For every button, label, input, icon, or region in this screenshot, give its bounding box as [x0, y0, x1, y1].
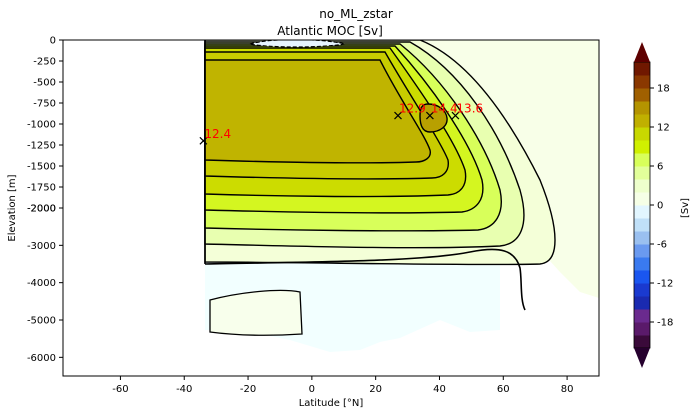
x-axis: -60 -40 -20 0 20 40 60 80: [112, 376, 573, 395]
x-tick-label: 80: [561, 384, 574, 395]
y-tick-label: -6000: [27, 353, 56, 364]
contour-band-12: [204, 59, 431, 164]
y-tick-label: -1750: [27, 183, 56, 194]
y-axis: 0-250-500-750-1000-1250-1500-1750-2000-2…: [27, 36, 63, 364]
x-axis-label: Latitude [°N]: [299, 398, 364, 409]
colorbar-tick-label: -18: [657, 318, 673, 329]
colorbar-ticks: 18 12 6 0 -6 -12 -18: [650, 84, 673, 329]
colorbar-tick-label: 12: [657, 123, 670, 134]
contour-core-14: [419, 103, 448, 133]
annotation-markers: 12.4 12.9 14.413.6: [199, 102, 483, 145]
colorbar-band: [634, 153, 650, 167]
colorbar-band: [634, 231, 650, 245]
max-marker: [394, 111, 402, 120]
max-value-label: 14.4: [431, 102, 458, 116]
colorbar-over-triangle: [634, 42, 650, 62]
colorbar-band: [634, 257, 650, 271]
colorbar-label: [Sv]: [680, 198, 691, 218]
colorbar-band: [634, 75, 650, 89]
colorbar-bands: [633, 61, 651, 349]
colorbar-tick-label: 0: [657, 201, 663, 212]
max-marker: [425, 111, 434, 120]
x-tick-label: 20: [369, 384, 382, 395]
colorbar-band: [634, 166, 650, 180]
colorbar-band: [634, 309, 650, 323]
chart-title: Atlantic MOC [Sv]: [277, 24, 383, 38]
y-tick-label: -4000: [27, 278, 56, 289]
colorbar-band: [634, 114, 650, 128]
colorbar-band: [634, 88, 650, 102]
colorbar-tick-label: 18: [657, 84, 670, 95]
max-value-label: 12.9: [399, 102, 426, 116]
abyssal-positive-fill: [209, 289, 303, 336]
y-tick-label: -2000: [27, 204, 56, 215]
x-tick-label: -20: [240, 384, 256, 395]
figure-title: no_ML_zstar: [319, 7, 393, 21]
colorbar-band: [634, 283, 650, 297]
x-tick-label: 60: [497, 384, 510, 395]
max-marker: [451, 111, 460, 120]
colorbar-band: [634, 322, 650, 336]
y-axis-label: Elevation [m]: [7, 174, 18, 241]
max-value-label: 12.4: [204, 127, 231, 141]
y-tick-label: -1500: [27, 162, 56, 173]
colorbar-band: [634, 205, 650, 219]
colorbar-band: [634, 127, 650, 141]
y-tick-label: -250: [33, 57, 56, 68]
colorbar-under-triangle: [634, 348, 650, 368]
y-tick-label: -750: [33, 99, 56, 110]
x-tick-label: -60: [112, 384, 128, 395]
colorbar-tick-label: 6: [657, 162, 663, 173]
max-marker: [199, 136, 208, 145]
colorbar-tick-label: -12: [657, 279, 673, 290]
x-tick-label: 40: [433, 384, 446, 395]
colorbar-band: [634, 62, 650, 76]
y-tick-label: -500: [33, 78, 56, 89]
colorbar-band: [634, 244, 650, 258]
colorbar-band: [634, 335, 650, 349]
y-tick-label: -1000: [27, 120, 56, 131]
x-tick-label: -40: [176, 384, 192, 395]
colorbar: 18 12 6 0 -6 -12 -18 [Sv]: [633, 42, 691, 368]
plot-area: [63, 40, 599, 376]
colorbar-band: [634, 179, 650, 193]
colorbar-band: [634, 101, 650, 115]
colorbar-band: [634, 218, 650, 232]
x-tick-label: 0: [309, 384, 315, 395]
seafloor-contour: [204, 248, 526, 311]
max-value-label: 13.6: [456, 102, 483, 116]
y-tick-label: -2000: [27, 204, 56, 215]
colorbar-band: [634, 140, 650, 154]
colorbar-band: [634, 296, 650, 310]
y-tick-label: 0: [50, 36, 56, 47]
colorbar-band: [634, 192, 650, 206]
y-tick-label: -3000: [27, 241, 56, 252]
y-tick-label: -1250: [27, 141, 56, 152]
colorbar-band: [634, 270, 650, 284]
colorbar-tick-label: -6: [657, 240, 667, 251]
y-tick-label: -5000: [27, 316, 56, 327]
